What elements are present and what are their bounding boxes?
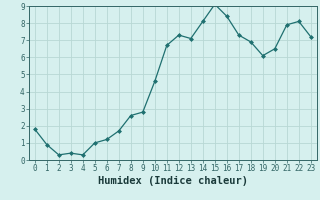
X-axis label: Humidex (Indice chaleur): Humidex (Indice chaleur) [98,176,248,186]
